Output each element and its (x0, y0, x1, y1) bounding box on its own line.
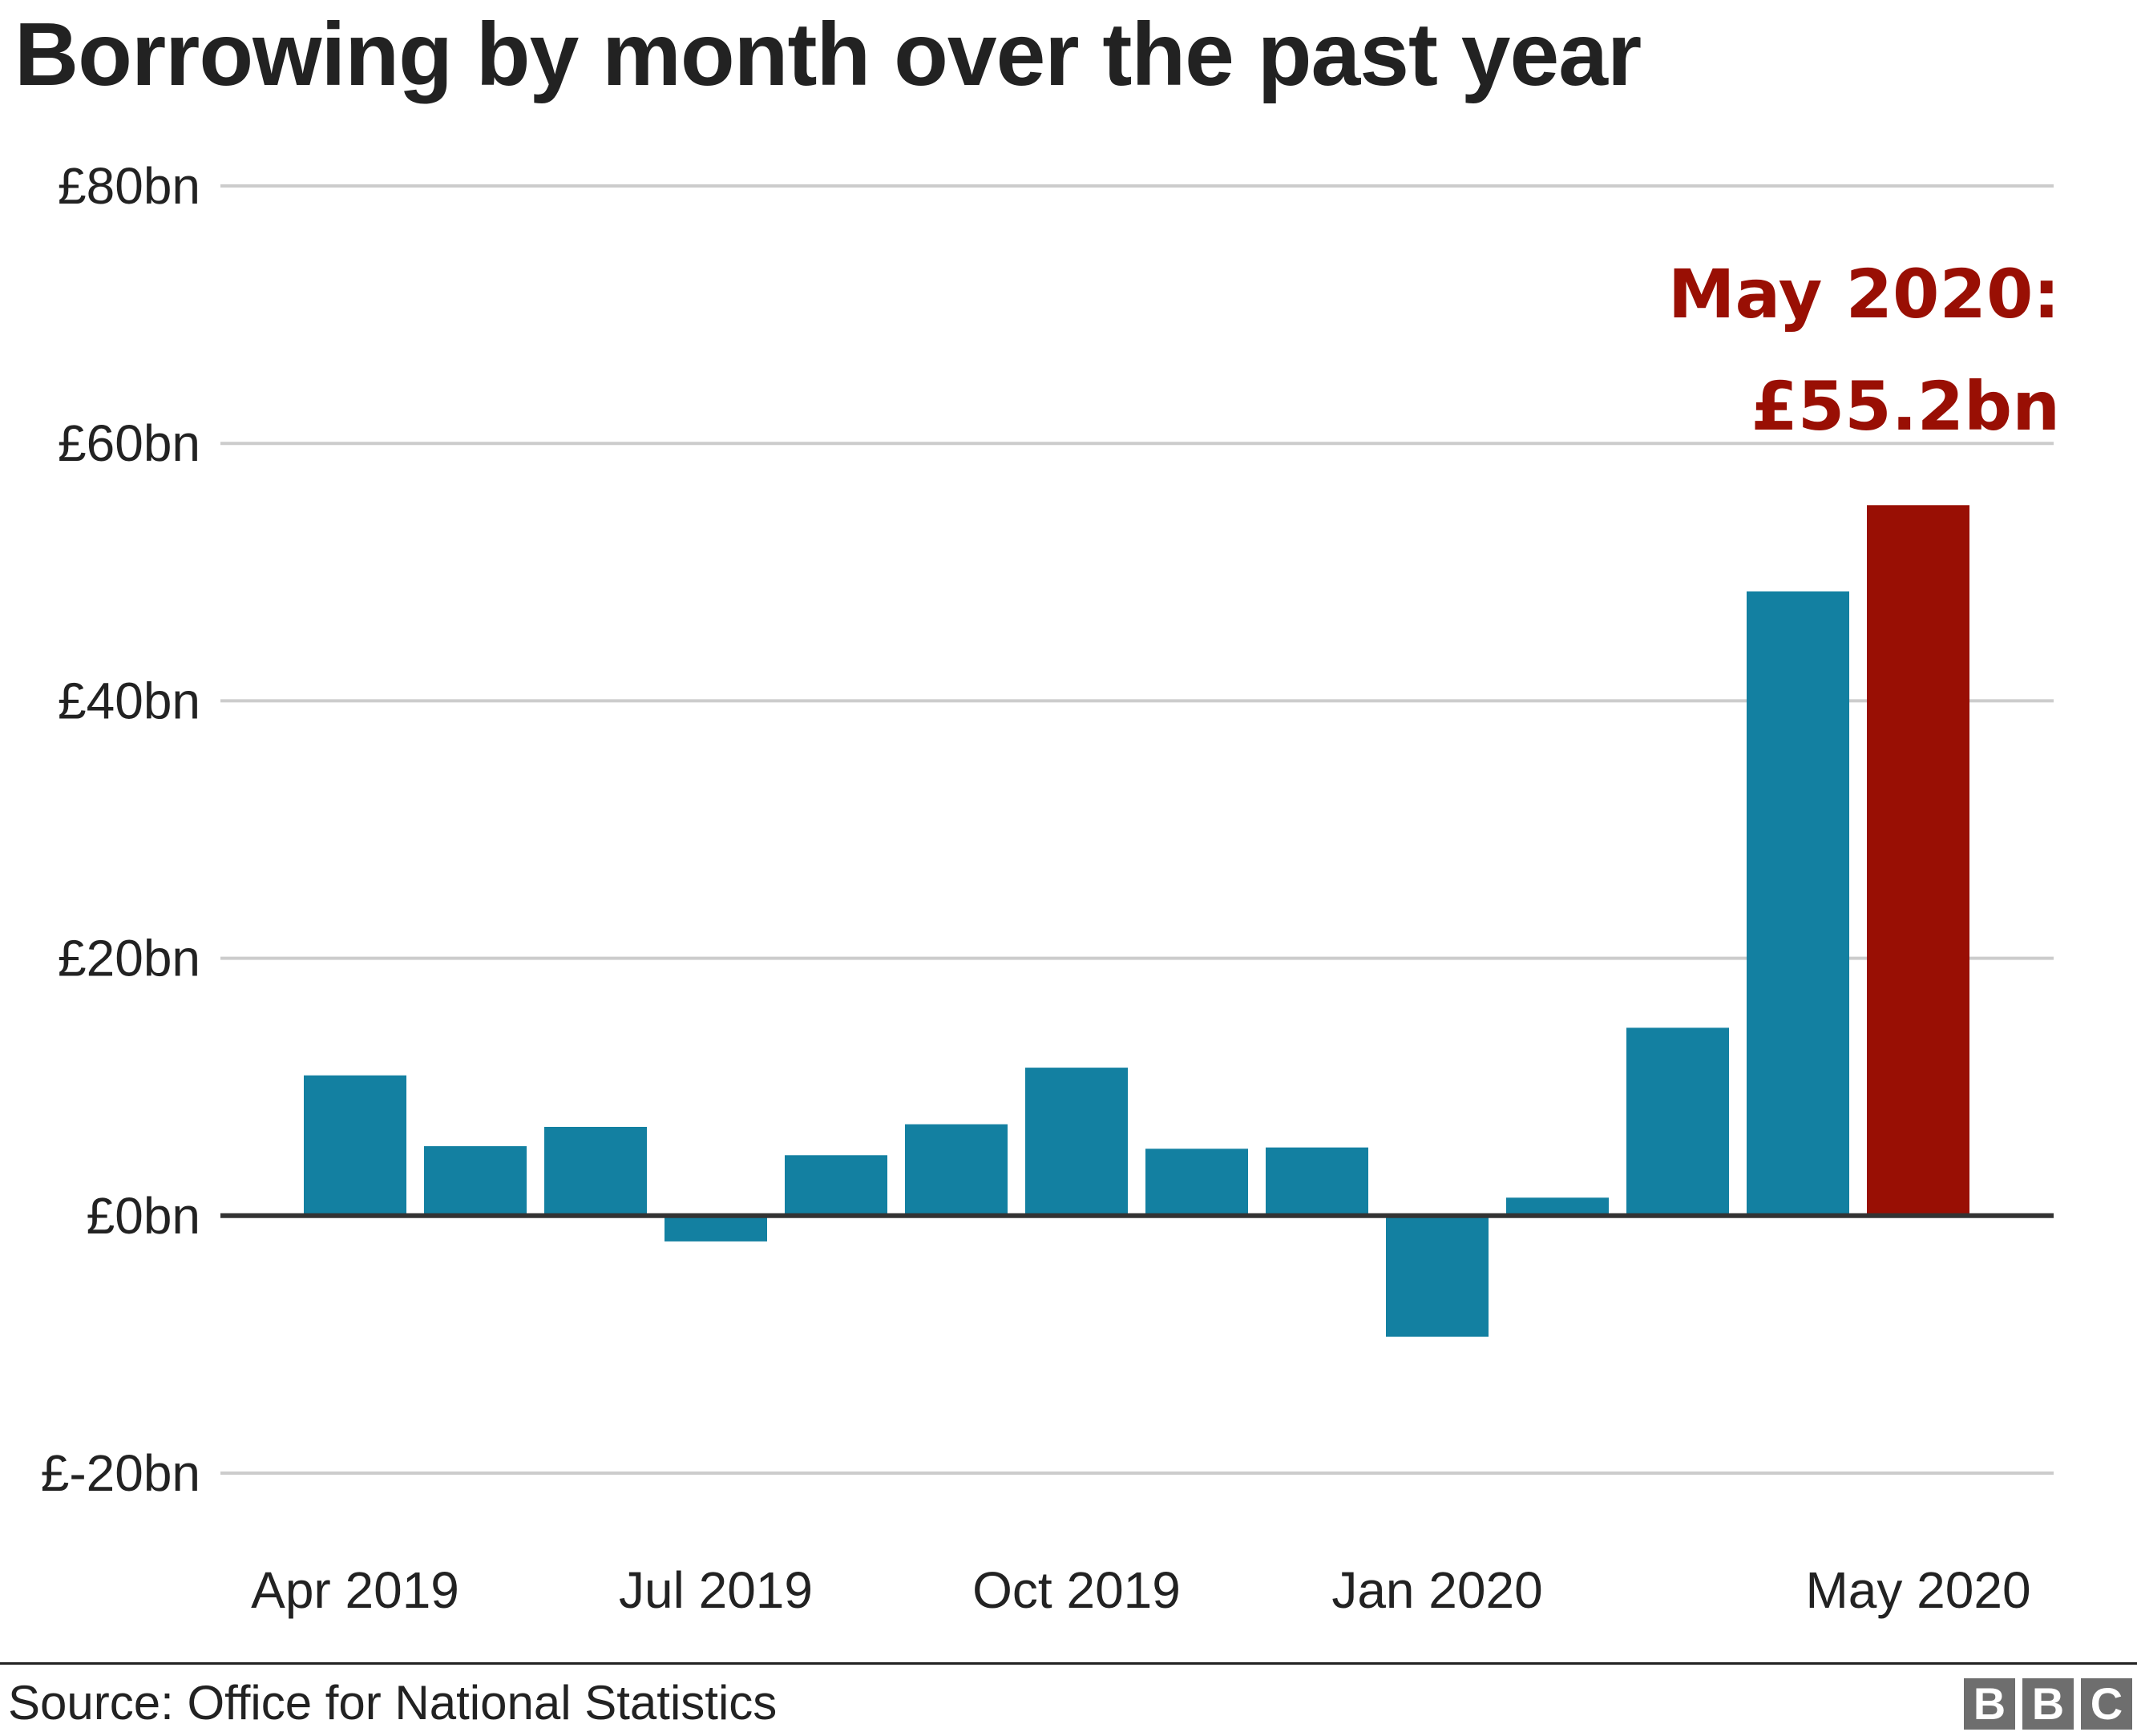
annotation-line-2: £55.2bn (1751, 367, 2060, 446)
x-axis-labels: Apr 2019 Jul 2019 Oct 2019 Jan 2020 May 2020 (251, 1561, 2030, 1619)
source-note: Source: Office for National Statistics (8, 1676, 778, 1730)
bar (1386, 1215, 1489, 1337)
bar (1025, 1068, 1128, 1216)
y-tick-label: £80bn (58, 157, 200, 215)
bar (785, 1155, 887, 1216)
bar (905, 1124, 1008, 1216)
footer-divider (0, 1662, 2137, 1665)
chart-title: Borrowing by month over the past year (14, 5, 1642, 104)
bar (1145, 1149, 1248, 1216)
x-tick-label: Apr 2019 (251, 1561, 459, 1619)
bbc-logo: B B C (1964, 1678, 2132, 1730)
y-axis-labels: £80bn £60bn £40bn £20bn £0bn £-20bn (41, 157, 200, 1502)
bar (544, 1126, 647, 1216)
y-tick-label: £20bn (58, 930, 200, 987)
bar (1266, 1147, 1368, 1216)
bar-chart: £80bn £60bn £40bn £20bn £0bn £-20bn Apr 2019 J… (41, 157, 2060, 1619)
bar (1626, 1027, 1729, 1216)
y-tick-label: £40bn (58, 672, 200, 729)
x-tick-label: Jan 2020 (1331, 1561, 1542, 1619)
y-tick-label: £0bn (87, 1187, 200, 1245)
bar (424, 1146, 527, 1216)
annotation-line-1: May 2020: (1668, 255, 2060, 333)
bbc-logo-block-2: B (2022, 1678, 2074, 1730)
bar (304, 1075, 406, 1216)
bbc-logo-block-3: C (2081, 1678, 2132, 1730)
annotation: May 2020: £55.2bn (1668, 255, 2060, 446)
bar (1747, 591, 1849, 1216)
x-tick-label: Jul 2019 (619, 1561, 813, 1619)
x-tick-label: May 2020 (1805, 1561, 2030, 1619)
x-tick-label: Oct 2019 (972, 1561, 1181, 1619)
bar (1867, 505, 1969, 1216)
bars (304, 505, 1969, 1337)
bbc-logo-block-1: B (1964, 1678, 2015, 1730)
y-tick-label: £60bn (58, 414, 200, 472)
y-tick-label: £-20bn (41, 1444, 200, 1502)
bar (1506, 1197, 1609, 1216)
bar (665, 1215, 767, 1241)
